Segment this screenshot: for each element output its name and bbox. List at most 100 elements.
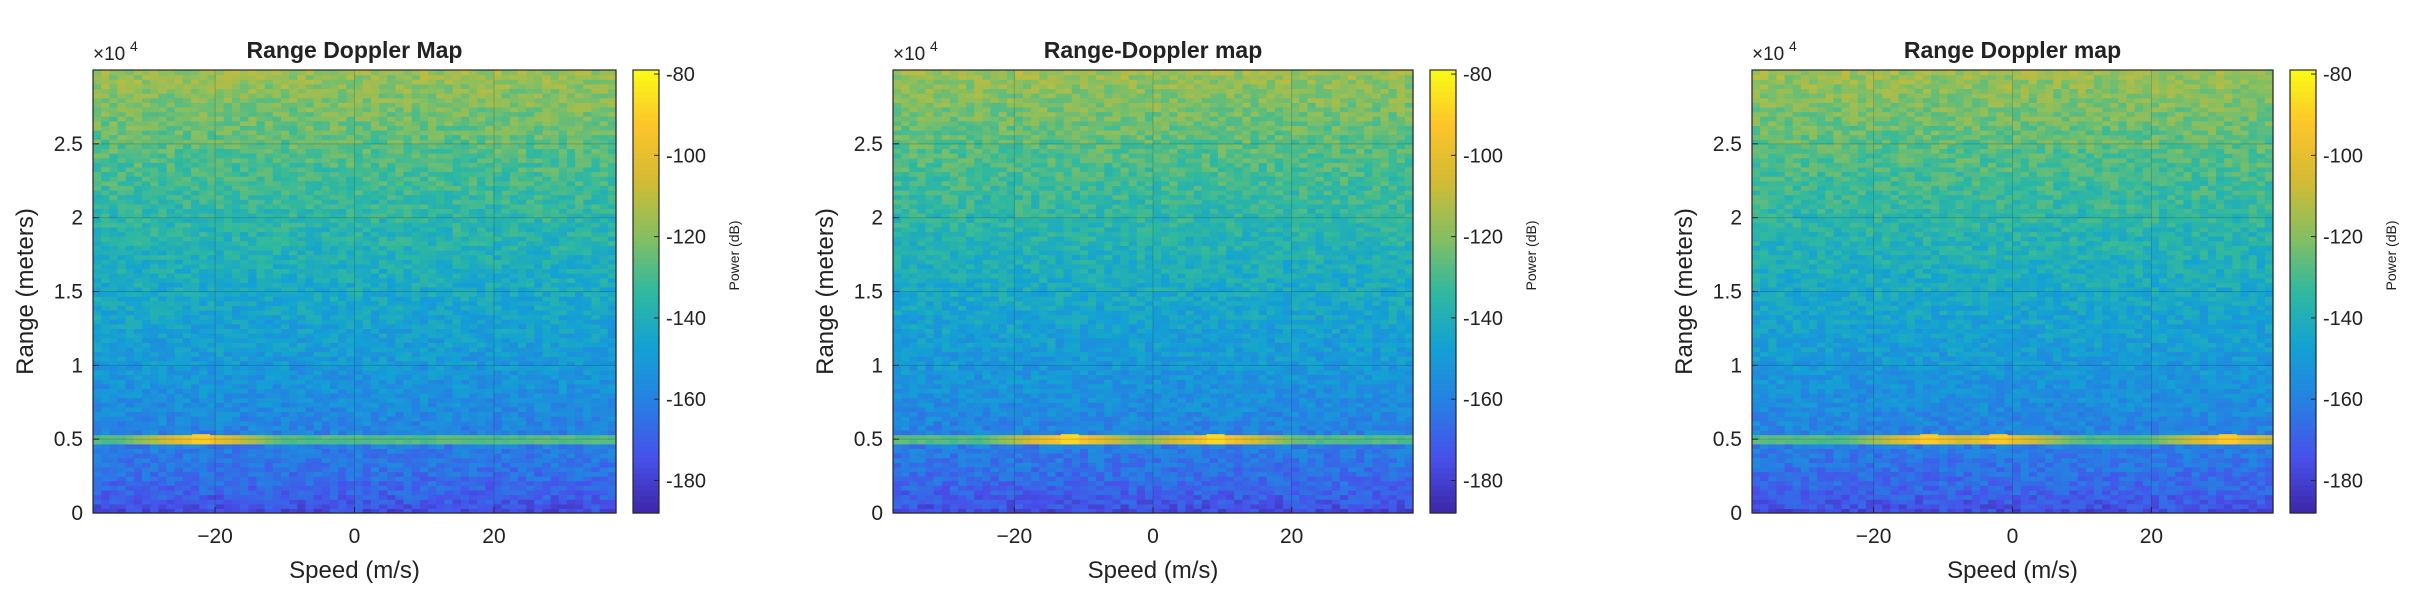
heatmap-cell bbox=[493, 495, 502, 500]
heatmap-cell bbox=[142, 162, 151, 167]
heatmap-cell bbox=[355, 365, 364, 370]
heatmap-cell bbox=[118, 416, 127, 421]
heatmap-cell bbox=[363, 296, 372, 301]
heatmap-cell bbox=[167, 259, 176, 264]
heatmap-cell bbox=[420, 250, 429, 255]
heatmap-cell bbox=[485, 185, 494, 190]
heatmap-cell bbox=[134, 181, 143, 186]
heatmap-cell bbox=[265, 236, 274, 241]
heatmap-cell bbox=[183, 430, 192, 435]
heatmap-cell bbox=[118, 268, 127, 273]
heatmap-cell bbox=[126, 250, 135, 255]
heatmap-cell bbox=[404, 347, 413, 352]
heatmap-cell bbox=[240, 462, 249, 467]
heatmap-cell bbox=[387, 172, 396, 177]
heatmap-cell bbox=[248, 458, 257, 463]
heatmap-cell bbox=[224, 264, 233, 269]
heatmap-cell bbox=[297, 315, 306, 320]
heatmap-cell bbox=[583, 319, 592, 324]
heatmap-cell bbox=[109, 416, 118, 421]
heatmap-cell bbox=[591, 393, 600, 398]
heatmap-cell bbox=[444, 439, 453, 444]
heatmap-cell bbox=[412, 204, 421, 209]
heatmap-cell bbox=[591, 264, 600, 269]
heatmap-cell bbox=[567, 241, 576, 246]
heatmap-cell bbox=[379, 471, 388, 476]
heatmap-cell bbox=[461, 485, 470, 490]
heatmap-cell bbox=[175, 181, 184, 186]
heatmap-cell bbox=[461, 388, 470, 393]
heatmap-cell bbox=[591, 462, 600, 467]
heatmap-cell bbox=[281, 379, 290, 384]
heatmap-cell bbox=[142, 324, 151, 329]
heatmap-cell bbox=[118, 264, 127, 269]
heatmap-cell bbox=[583, 439, 592, 444]
heatmap-cell bbox=[379, 393, 388, 398]
heatmap-cell bbox=[510, 416, 519, 421]
heatmap-cell bbox=[216, 384, 225, 389]
heatmap-cell bbox=[289, 407, 298, 412]
heatmap-cell bbox=[583, 162, 592, 167]
heatmap-cell bbox=[281, 241, 290, 246]
heatmap-cell bbox=[109, 453, 118, 458]
heatmap-cell bbox=[126, 153, 135, 158]
heatmap-cell bbox=[583, 167, 592, 172]
heatmap-cell bbox=[608, 232, 617, 237]
heatmap-cell bbox=[510, 370, 519, 375]
heatmap-cell bbox=[534, 462, 543, 467]
heatmap-cell bbox=[542, 255, 551, 260]
heatmap-cell bbox=[575, 315, 584, 320]
heatmap-cell bbox=[518, 301, 527, 306]
heatmap-cell bbox=[346, 315, 355, 320]
heatmap-cell bbox=[322, 241, 331, 246]
heatmap-cell bbox=[461, 158, 470, 163]
heatmap-cell bbox=[404, 268, 413, 273]
heatmap-cell bbox=[387, 490, 396, 495]
heatmap-cell bbox=[559, 476, 568, 481]
heatmap-cell bbox=[477, 416, 486, 421]
heatmap-cell bbox=[387, 185, 396, 190]
heatmap-cell bbox=[297, 167, 306, 172]
heatmap-cell bbox=[265, 485, 274, 490]
heatmap-cell bbox=[436, 319, 445, 324]
heatmap-cell bbox=[428, 393, 437, 398]
heatmap-cell bbox=[567, 439, 576, 444]
heatmap-cell bbox=[371, 365, 380, 370]
heatmap-cell bbox=[355, 388, 364, 393]
heatmap-cell bbox=[428, 481, 437, 486]
heatmap-cell bbox=[158, 495, 167, 500]
heatmap-cell bbox=[608, 324, 617, 329]
heatmap-cell bbox=[126, 162, 135, 167]
heatmap-cell bbox=[387, 218, 396, 223]
heatmap-cell bbox=[436, 222, 445, 227]
heatmap-cell bbox=[142, 153, 151, 158]
heatmap-cell bbox=[330, 218, 339, 223]
heatmap-cell bbox=[289, 185, 298, 190]
heatmap-cell bbox=[428, 444, 437, 449]
heatmap-cell bbox=[395, 485, 404, 490]
heatmap-cell bbox=[575, 476, 584, 481]
heatmap-cell bbox=[493, 425, 502, 430]
heatmap-cell bbox=[142, 199, 151, 204]
heatmap-cell bbox=[322, 158, 331, 163]
heatmap-cell bbox=[600, 255, 609, 260]
heatmap-cell bbox=[608, 365, 617, 370]
heatmap-cell bbox=[232, 333, 241, 338]
heatmap-cell bbox=[567, 222, 576, 227]
heatmap-cell bbox=[387, 333, 396, 338]
heatmap-cell bbox=[158, 296, 167, 301]
heatmap-cell bbox=[118, 365, 127, 370]
heatmap-cell bbox=[387, 255, 396, 260]
heatmap-cell bbox=[256, 407, 265, 412]
heatmap-cell bbox=[101, 255, 110, 260]
heatmap-cell bbox=[600, 402, 609, 407]
heatmap-cell bbox=[126, 241, 135, 246]
heatmap-cell bbox=[608, 495, 617, 500]
heatmap-cell bbox=[322, 278, 331, 283]
heatmap-cell bbox=[591, 407, 600, 412]
heatmap-cell bbox=[232, 458, 241, 463]
heatmap-cell bbox=[199, 190, 208, 195]
heatmap-cell bbox=[355, 305, 364, 310]
heatmap-cell bbox=[591, 315, 600, 320]
heatmap-cell bbox=[412, 296, 421, 301]
